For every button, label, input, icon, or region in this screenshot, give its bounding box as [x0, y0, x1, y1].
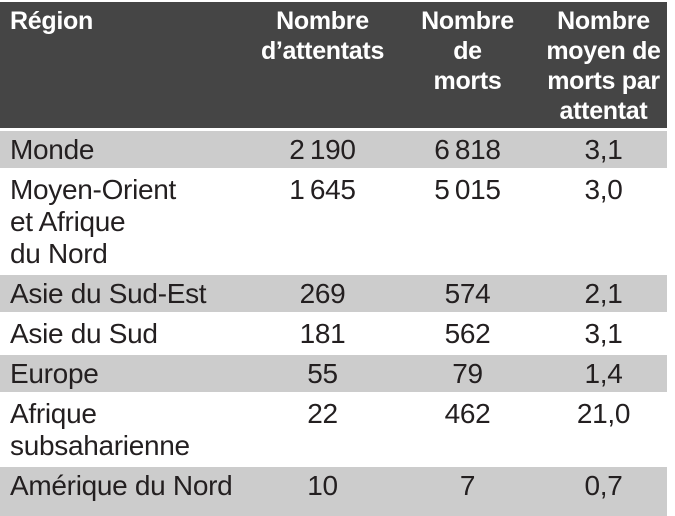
region-cell: Europe: [0, 355, 250, 395]
table-row-europe: Europe 55 79 1,4: [0, 355, 667, 395]
avg-cell: 3,1: [540, 315, 667, 355]
region-cell: Monde: [0, 131, 250, 171]
attacks-cell: 22: [250, 395, 395, 467]
deaths-cell: 79: [395, 355, 540, 395]
header-attacks: Nombre d’attentats: [250, 2, 395, 131]
header-deaths: Nombre de morts: [395, 2, 540, 131]
deaths-cell: 462: [395, 395, 540, 467]
attacks-cell: 2 190: [250, 131, 395, 171]
table-row-asie-sud: Asie du Sud 181 562 3,1: [0, 315, 667, 355]
region-cell: Afrique subsaharienne: [0, 395, 250, 467]
table-header: Région Nombre d’attentats Nombre de mort…: [0, 2, 667, 131]
header-row: Région Nombre d’attentats Nombre de mort…: [0, 2, 667, 131]
deaths-cell: 6 818: [395, 131, 540, 171]
table-row-amerique-nord: Amérique du Nord 10 7 0,7: [0, 467, 667, 516]
deaths-cell: 562: [395, 315, 540, 355]
avg-cell: 1,4: [540, 355, 667, 395]
attacks-cell: 10: [250, 467, 395, 516]
avg-cell: 21,0: [540, 395, 667, 467]
region-cell: Moyen-Orient et Afrique du Nord: [0, 171, 250, 275]
deaths-cell: 5 015: [395, 171, 540, 275]
region-cell: Asie du Sud: [0, 315, 250, 355]
attacks-cell: 269: [250, 275, 395, 315]
attacks-cell: 55: [250, 355, 395, 395]
deaths-cell: 574: [395, 275, 540, 315]
table-row-moyen-orient: Moyen-Orient et Afrique du Nord 1 645 5 …: [0, 171, 667, 275]
avg-cell: 3,1: [540, 131, 667, 171]
table-row-monde: Monde 2 190 6 818 3,1: [0, 131, 667, 171]
header-region: Région: [0, 2, 250, 131]
attacks-cell: 181: [250, 315, 395, 355]
region-cell: Amérique du Nord: [0, 467, 250, 516]
deaths-cell: 7: [395, 467, 540, 516]
attacks-cell: 1 645: [250, 171, 395, 275]
region-cell: Asie du Sud-Est: [0, 275, 250, 315]
avg-cell: 2,1: [540, 275, 667, 315]
table-row-asie-sud-est: Asie du Sud-Est 269 574 2,1: [0, 275, 667, 315]
table-row-afrique-subsaharienne: Afrique subsaharienne 22 462 21,0: [0, 395, 667, 467]
avg-cell: 0,7: [540, 467, 667, 516]
header-avg-deaths-per-attack: Nombre moyen de morts par attentat: [540, 2, 667, 131]
avg-cell: 3,0: [540, 171, 667, 275]
table-body: Monde 2 190 6 818 3,1 Moyen-Orient et Af…: [0, 131, 667, 516]
